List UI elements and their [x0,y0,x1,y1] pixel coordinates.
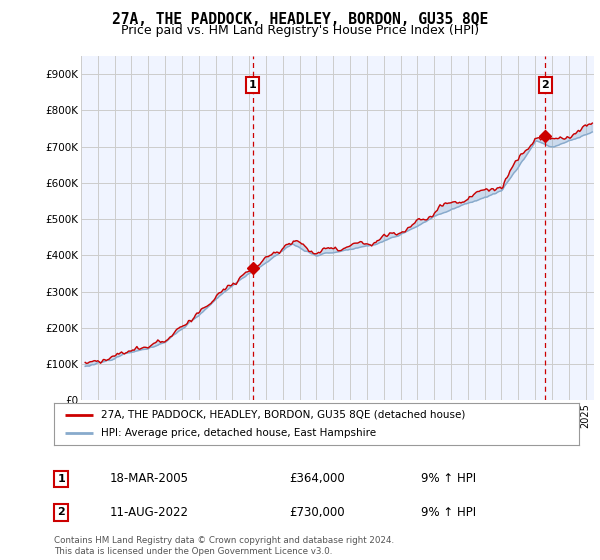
Text: HPI: Average price, detached house, East Hampshire: HPI: Average price, detached house, East… [101,428,376,438]
Text: 9% ↑ HPI: 9% ↑ HPI [421,506,476,519]
Text: Contains HM Land Registry data © Crown copyright and database right 2024.
This d: Contains HM Land Registry data © Crown c… [54,536,394,556]
Text: 2: 2 [542,80,549,90]
Text: 2: 2 [58,507,65,517]
Text: £364,000: £364,000 [289,472,345,486]
Text: 9% ↑ HPI: 9% ↑ HPI [421,472,476,486]
Text: 1: 1 [58,474,65,484]
Text: 11-AUG-2022: 11-AUG-2022 [109,506,188,519]
Text: £730,000: £730,000 [289,506,345,519]
Text: 18-MAR-2005: 18-MAR-2005 [109,472,188,486]
Text: 1: 1 [249,80,257,90]
Text: 27A, THE PADDOCK, HEADLEY, BORDON, GU35 8QE (detached house): 27A, THE PADDOCK, HEADLEY, BORDON, GU35 … [101,410,466,420]
Text: 27A, THE PADDOCK, HEADLEY, BORDON, GU35 8QE: 27A, THE PADDOCK, HEADLEY, BORDON, GU35 … [112,12,488,27]
Text: Price paid vs. HM Land Registry's House Price Index (HPI): Price paid vs. HM Land Registry's House … [121,24,479,37]
